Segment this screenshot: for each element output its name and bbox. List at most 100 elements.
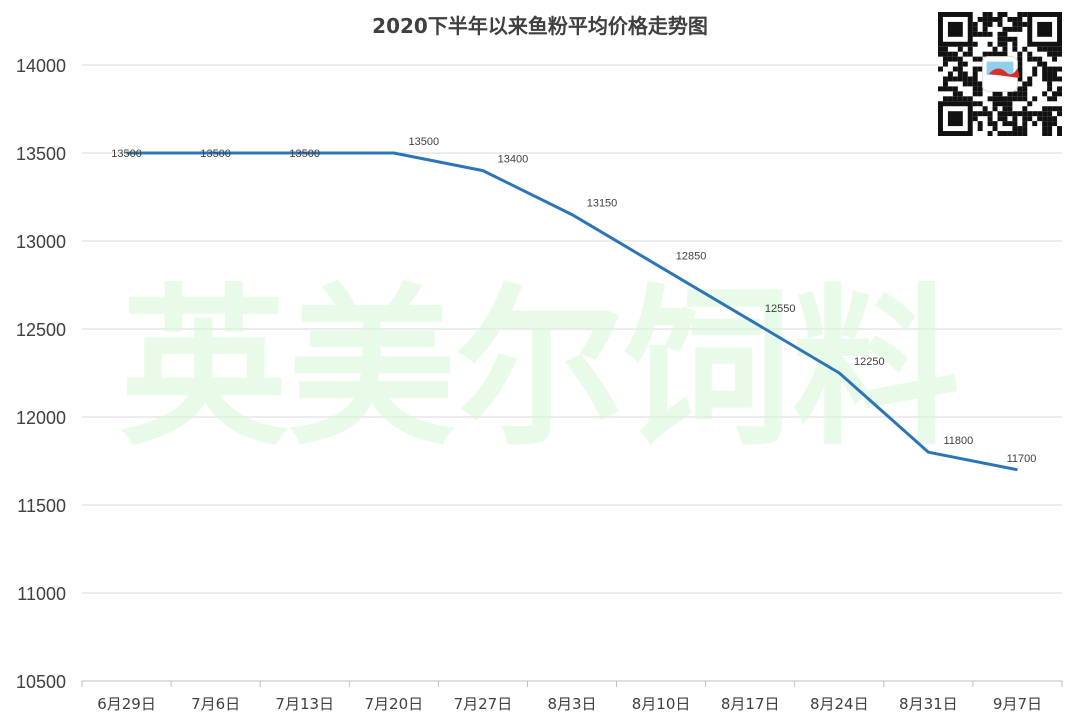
qr-module <box>987 41 993 47</box>
qr-module <box>1002 101 1008 107</box>
qr-module <box>1002 12 1008 17</box>
qr-module <box>1012 111 1018 117</box>
qr-module <box>1037 111 1043 117</box>
qr-module <box>1022 116 1028 122</box>
qr-module <box>1017 111 1023 117</box>
qr-module <box>977 16 983 22</box>
qr-module <box>997 51 1003 57</box>
qr-module <box>952 96 958 102</box>
qr-module <box>962 96 968 102</box>
qr-module <box>992 16 998 22</box>
qr-module <box>1047 86 1053 92</box>
qr-module <box>997 96 1003 102</box>
qr-module <box>992 46 998 52</box>
qr-module <box>1017 66 1023 72</box>
qr-module <box>942 61 948 67</box>
qr-module <box>992 51 998 57</box>
qr-module <box>1007 106 1013 112</box>
qr-module <box>997 31 1003 37</box>
qr-module <box>1042 91 1048 97</box>
qr-module <box>1057 76 1062 82</box>
qr-module <box>992 106 998 112</box>
qr-module <box>1057 66 1062 72</box>
qr-module <box>1022 111 1028 117</box>
qr-module <box>1017 51 1023 57</box>
qr-module <box>997 116 1003 122</box>
qr-module <box>1057 131 1062 136</box>
qr-module <box>1042 126 1048 132</box>
qr-module <box>997 12 1003 17</box>
qr-module <box>1012 21 1018 27</box>
qr-module <box>1032 96 1038 102</box>
qr-module <box>1052 71 1058 77</box>
x-tick-label: 8月3日 <box>547 695 596 713</box>
data-label: 13500 <box>409 136 440 148</box>
qr-module <box>1017 91 1023 97</box>
data-label: 13500 <box>200 148 231 160</box>
qr-module <box>972 66 978 72</box>
qr-module <box>1007 131 1013 136</box>
qr-module <box>1057 86 1062 92</box>
qr-module <box>957 71 963 77</box>
qr-module <box>1047 126 1053 132</box>
qr-module <box>938 46 943 52</box>
qr-module <box>1012 36 1018 42</box>
watermark: 英美尔饲料 <box>120 268 960 469</box>
qr-module <box>977 91 983 97</box>
data-label: 11700 <box>1007 453 1037 465</box>
qr-module <box>1057 51 1062 57</box>
qr-module <box>1047 111 1053 117</box>
qr-module <box>1002 106 1008 112</box>
qr-module <box>957 46 963 52</box>
qr-module <box>1007 96 1013 102</box>
qr-module <box>1052 96 1058 102</box>
series-line <box>126 151 1018 472</box>
data-label: 13500 <box>111 148 142 160</box>
data-label: 13400 <box>498 154 529 166</box>
qr-module <box>1032 111 1038 117</box>
qr-module <box>1022 96 1028 102</box>
qr-module <box>972 56 978 62</box>
qr-module <box>1027 81 1033 87</box>
qr-module <box>1017 96 1023 102</box>
qr-module <box>977 126 983 132</box>
qr-module <box>992 101 998 107</box>
data-labels: 13500 13500 13500 13500 13400 13150 12850 12550… <box>111 136 1036 465</box>
qr-module <box>972 86 978 92</box>
qr-module <box>1022 86 1028 92</box>
qr-module <box>1027 101 1033 107</box>
qr-module <box>1017 61 1023 67</box>
qr-module <box>997 16 1003 22</box>
qr-module <box>977 66 983 72</box>
qr-module <box>1042 76 1048 82</box>
qr-module <box>982 51 988 57</box>
qr-module <box>1002 116 1008 122</box>
qr-module <box>942 56 948 62</box>
qr-module <box>1042 61 1048 67</box>
qr-module <box>1042 116 1048 122</box>
qr-module <box>952 91 958 97</box>
qr-module <box>997 41 1003 47</box>
qr-module <box>947 51 953 57</box>
qr-module <box>957 96 963 102</box>
qr-module <box>997 131 1003 136</box>
qr-module <box>1012 41 1018 47</box>
x-tick-label: 8月24日 <box>810 695 869 713</box>
qr-module <box>938 66 943 72</box>
qr-module <box>942 51 948 57</box>
qr-module <box>1002 26 1008 32</box>
qr-module <box>1037 56 1043 62</box>
qr-module <box>982 111 988 117</box>
qr-module <box>1012 131 1018 136</box>
qr-module <box>992 121 998 127</box>
qr-module <box>1007 111 1013 117</box>
qr-module <box>952 76 958 82</box>
qr-module <box>1022 121 1028 127</box>
qr-module <box>997 91 1003 97</box>
data-label: 12850 <box>676 250 707 262</box>
qr-module <box>1052 46 1058 52</box>
qr-module <box>1032 71 1038 77</box>
qr-module <box>972 101 978 107</box>
qr-module <box>1007 91 1013 97</box>
data-label: 13500 <box>289 148 320 160</box>
